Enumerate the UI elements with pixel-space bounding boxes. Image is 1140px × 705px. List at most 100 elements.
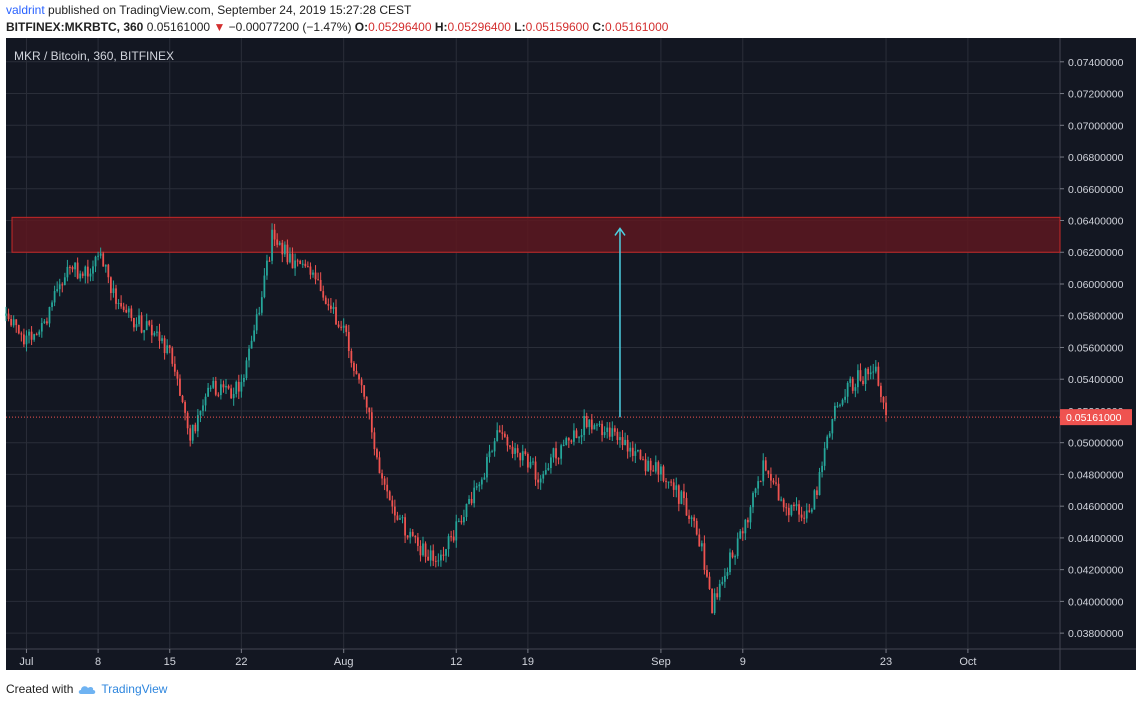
candle-body [20,333,23,335]
candle-body [89,273,92,277]
candle-body [404,517,406,536]
price-tick-label: 0.04600000 [1068,501,1124,513]
published-text: published on TradingView.com, September … [48,3,412,17]
candle-body [749,507,752,523]
candle-body [289,253,291,263]
candle-body [608,427,611,437]
candle-body [478,484,481,487]
candle-body [857,370,859,388]
price-tick-label: 0.06800000 [1068,152,1124,164]
candle-body [780,499,783,501]
candle-body [140,315,143,333]
candle-body [516,448,519,453]
candle-body [363,385,366,397]
candle-body [798,504,800,515]
candle-body [590,419,593,430]
candle-body [176,371,179,379]
candle-body [135,324,138,328]
candle-body [258,312,261,315]
candle-body [785,507,788,509]
candle-body [665,480,667,482]
candle-body [565,438,568,445]
candle-body [409,531,412,538]
candle-body [662,466,665,481]
candle-body [652,470,655,472]
candle-body [777,483,780,501]
candle-body [455,521,458,541]
candle-body [557,458,560,460]
high-key: H: [434,20,448,34]
candle-body [882,396,885,403]
candle-body [859,370,862,381]
candle-body [248,348,250,361]
time-tick-label: Oct [959,656,976,668]
candle-body [480,479,483,485]
candle-body [217,394,220,396]
candle-body [874,366,877,372]
candle-body [573,430,575,442]
time-tick-label: 19 [522,656,534,668]
price-chart[interactable]: 0.03800000 0.04000000 0.04200000 0.04400000… [0,38,1140,674]
candle-body [772,480,775,483]
candle-body [33,334,36,340]
candle-body [15,319,18,326]
candle-body [639,449,642,460]
candle-body [631,447,634,456]
candle-body [301,263,304,265]
candle-body [225,385,227,388]
candle-body [46,321,48,324]
candle-body [695,520,698,535]
time-tick-label: Sep [651,656,671,668]
candle-body [537,479,540,483]
candle-body [690,517,693,519]
candle-body [698,534,701,547]
candle-body [355,370,358,375]
candle-body [358,374,360,380]
candle-body [483,477,486,480]
candle-body [345,325,348,332]
candle-body [741,531,744,534]
time-axis[interactable]: Jul 8 15 22 Aug 12 19 Sep 9 23 Oct [19,649,976,668]
candle-body [739,531,742,539]
tradingview-brand-link[interactable]: TradingView [101,682,168,696]
candle-body [424,543,427,557]
candle-body [342,325,345,328]
candle-body [616,431,619,441]
candle-body [544,470,547,475]
author-link[interactable]: valdrint [6,3,45,17]
candle-body [117,302,120,304]
candle-body [532,461,534,463]
time-tick-label: 23 [880,656,892,668]
candle-body [642,459,644,461]
candle-body [839,404,841,406]
candle-body [767,470,770,474]
candles [5,223,887,615]
candle-body [606,427,609,433]
candle-body [596,424,598,426]
candle-body [442,554,445,556]
time-tick-label: 9 [740,656,746,668]
candle-body [498,430,501,433]
candle-body [626,439,629,452]
candle-body [649,460,652,471]
candle-body [156,331,158,333]
candle-body [585,415,588,428]
target-arrow [614,227,626,418]
candle-body [636,449,639,452]
candle-body [281,242,284,255]
candle-body [434,560,437,562]
candle-body [506,436,509,446]
candle-body [660,466,662,475]
candle-body [828,433,831,437]
price-tick-label: 0.06000000 [1068,279,1124,291]
candle-body [539,478,542,483]
candle-body [437,560,440,562]
candle-body [782,499,785,508]
candle-body [28,331,30,336]
candle-body [150,324,153,336]
candle-body [202,405,204,411]
candle-body [542,474,545,479]
candle-body [365,396,368,408]
candle-body [153,332,156,336]
price-axis[interactable]: 0.03800000 0.04000000 0.04200000 0.04400000… [1060,57,1124,640]
